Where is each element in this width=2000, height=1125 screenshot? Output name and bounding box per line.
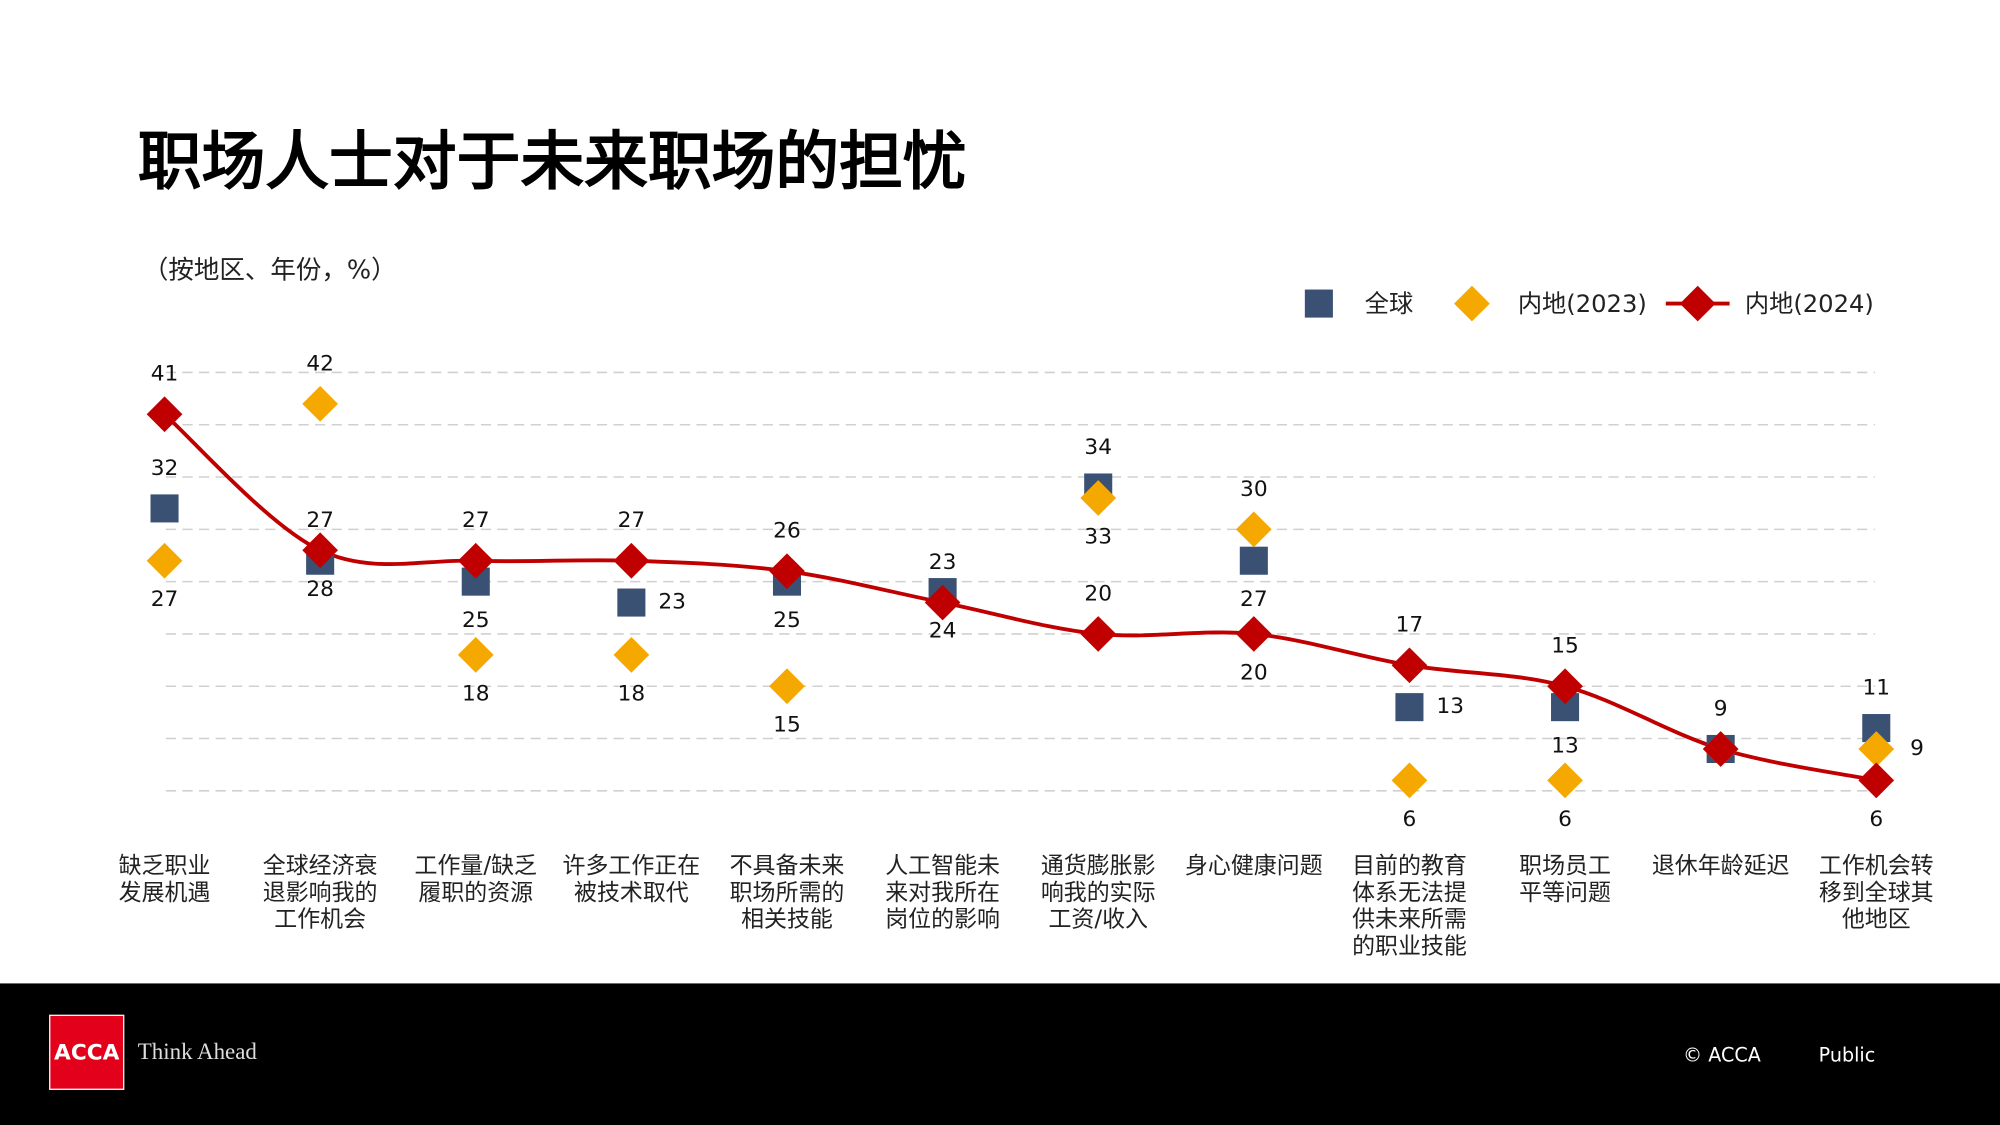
data-label: 27 (1240, 587, 1268, 612)
logo: ACCA (54, 1041, 120, 1066)
data-point (1547, 668, 1583, 705)
footer-band (0, 983, 2000, 1125)
data-label: 34 (1084, 435, 1112, 460)
logo-box (49, 1014, 125, 1090)
x-tick-label: 缺乏职业发展机遇 (119, 853, 211, 906)
legend-label: 内地(2023) (1518, 290, 1647, 318)
data-label: 9 (1910, 736, 1924, 761)
data-label: 32 (151, 456, 179, 481)
data-point (1391, 762, 1428, 799)
data-point (1858, 731, 1895, 767)
data-point (1239, 546, 1268, 575)
data-label: 28 (306, 577, 334, 602)
legend-label: 内地(2024) (1745, 290, 1874, 318)
x-tick-label: 退休年龄延迟 (1652, 853, 1790, 879)
data-label: 27 (618, 508, 646, 533)
x-tick-label: 通货膨胀影响我的实际工资/收入 (1041, 853, 1156, 933)
data-point (150, 494, 179, 523)
x-tick-label: 人工智能未来对我所在岗位的影响 (885, 853, 1000, 933)
data-label: 26 (773, 519, 801, 544)
x-tick-label: 全球经济衰退影响我的工作机会 (263, 853, 378, 933)
subtitle: （按地区、年份，%） (143, 256, 397, 286)
data-point (1235, 616, 1272, 652)
data-point (1547, 762, 1583, 799)
data-label: 30 (1240, 477, 1268, 502)
data-label: 41 (151, 362, 179, 387)
data-point (302, 385, 339, 422)
data-point (1080, 480, 1117, 516)
data-point (146, 542, 183, 579)
data-label: 18 (462, 681, 490, 706)
data-label: 23 (929, 550, 957, 575)
data-point (613, 542, 650, 579)
data-label: 6 (1403, 807, 1417, 832)
x-tick-label: 许多工作正在被技术取代 (563, 853, 701, 906)
data-label: 6 (1869, 807, 1883, 832)
data-label: 25 (462, 608, 490, 633)
data-label: 18 (618, 681, 646, 706)
x-tick-label: 工作机会转移到全球其他地区 (1819, 853, 1934, 933)
data-label: 27 (151, 587, 179, 612)
x-tick-label: 工作量/缺乏履职的资源 (415, 853, 537, 906)
data-label: 15 (773, 713, 801, 738)
x-tick-label: 职场员工平等问题 (1519, 853, 1611, 906)
tagline: Think Ahead (138, 1039, 258, 1064)
data-label: 11 (1862, 676, 1890, 701)
data-point (457, 636, 494, 673)
data-label: 6 (1558, 807, 1572, 832)
data-point (1858, 762, 1895, 799)
data-point (924, 584, 961, 621)
data-label: 42 (306, 351, 334, 376)
data-label: 25 (773, 608, 801, 633)
data-point (769, 553, 805, 590)
data-point (1235, 511, 1272, 548)
legend-marker (1454, 285, 1490, 322)
data-label: 33 (1084, 525, 1112, 550)
data-point (457, 542, 494, 579)
chart-title: 职场人士对于未来职场的担忧 (138, 125, 967, 199)
x-tick-label: 目前的教育体系无法提供未来所需的职业技能 (1352, 853, 1467, 959)
legend-marker (1679, 285, 1716, 322)
data-label: 15 (1551, 634, 1579, 659)
classification: Public (1819, 1044, 1876, 1067)
data-point (1702, 731, 1739, 767)
data-point (1395, 693, 1424, 722)
data-point (1391, 647, 1428, 684)
data-point (769, 668, 805, 705)
data-label: 20 (1240, 660, 1268, 685)
data-label: 24 (929, 619, 957, 644)
data-label: 13 (1551, 734, 1579, 759)
legend-label: 全球 (1365, 290, 1413, 318)
data-label: 23 (658, 590, 686, 615)
data-label: 13 (1436, 694, 1464, 719)
data-point (1080, 616, 1117, 652)
data-point (617, 588, 646, 617)
series-line (163, 412, 1877, 783)
legend-marker (1304, 289, 1333, 318)
data-label: 17 (1396, 613, 1424, 638)
data-label: 27 (306, 508, 334, 533)
data-label: 20 (1084, 581, 1112, 606)
x-tick-label: 不具备未来职场所需的相关技能 (730, 853, 845, 933)
x-tick-label: 身心健康问题 (1185, 853, 1323, 879)
data-point (302, 532, 339, 569)
data-point (613, 636, 650, 673)
copyright: © ACCA (1683, 1044, 1761, 1067)
data-label: 27 (462, 508, 490, 533)
data-label: 9 (1714, 696, 1728, 721)
